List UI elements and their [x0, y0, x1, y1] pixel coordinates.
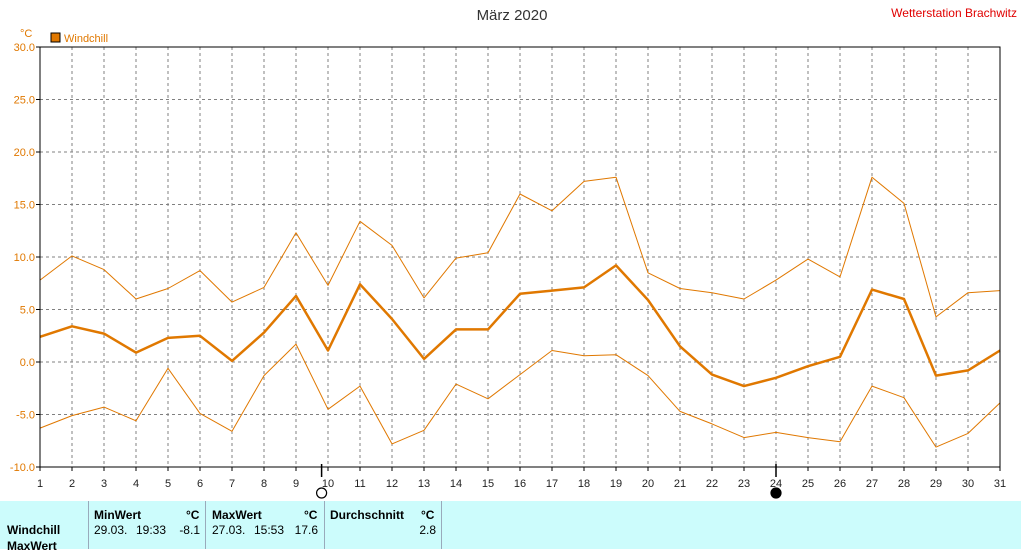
stats-separator	[205, 501, 206, 549]
x-tick-label: 12	[386, 478, 398, 490]
y-tick-label: 0.0	[20, 357, 35, 369]
x-tick-label: 15	[482, 478, 494, 490]
x-tick-label: 25	[802, 478, 814, 490]
station-name: Wetterstation Brachwitz	[891, 6, 1017, 20]
stats-panel: MinWert °C MaxWert °C Durchschnitt °C Wi…	[0, 501, 1021, 553]
x-axis: 1 2 3 4 5 6 7 8 9 10 11 12 13 14 15 16 17 18 19 20 21 22 23 24 2…	[37, 467, 1006, 490]
x-tick-label: 26	[834, 478, 846, 490]
x-tick-label: 5	[165, 478, 171, 490]
x-tick-label: 30	[962, 478, 974, 490]
x-tick-label: 24	[770, 478, 782, 490]
x-tick-label: 31	[994, 478, 1006, 490]
x-tick-label: 13	[418, 478, 430, 490]
x-tick-label: 3	[101, 478, 107, 490]
x-tick-label: 10	[322, 478, 334, 490]
y-axis-unit: °C	[20, 28, 32, 40]
avg-header: Durchschnitt	[330, 508, 405, 522]
min-time: 19:33	[136, 523, 167, 537]
x-tick-label: 18	[578, 478, 590, 490]
min-value: -8.1	[179, 523, 200, 537]
y-axis: -10.0 -5.0 0.0 5.0 10.0 15.0 20.0 25.0 30.0	[10, 42, 40, 474]
stats-separator	[441, 501, 442, 549]
avg-unit: °C	[421, 508, 435, 522]
max-header: MaxWert	[212, 508, 262, 522]
x-tick-label: 19	[610, 478, 622, 490]
x-tick-label: 28	[898, 478, 910, 490]
legend-swatch	[50, 32, 61, 43]
min-date: 29.03.	[94, 523, 128, 537]
avg-value: 2.8	[419, 523, 436, 537]
plot-frame	[39, 46, 1001, 468]
series-line-max	[39, 176, 1001, 318]
x-tick-label: 11	[354, 478, 365, 490]
series-line-min	[39, 343, 1001, 448]
windchill-chart: März 2020 Wetterstation Brachwitz °C Win…	[10, 6, 1017, 499]
max-time: 15:53	[254, 523, 285, 537]
moon-phases	[316, 464, 782, 499]
max-date: 27.03.	[212, 523, 246, 537]
x-tick-label: 22	[706, 478, 718, 490]
x-tick-label: 17	[546, 478, 558, 490]
x-tick-label: 6	[197, 478, 203, 490]
x-tick-label: 7	[229, 478, 235, 490]
y-tick-label: 25.0	[14, 95, 35, 107]
stats-separator	[324, 501, 325, 549]
series-line-mean	[39, 264, 1001, 388]
x-tick-label: 29	[930, 478, 942, 490]
x-tick-label: 14	[450, 478, 462, 490]
x-tick-label: 2	[69, 478, 75, 490]
y-tick-label: 15.0	[14, 200, 35, 212]
new-moon-icon	[770, 487, 782, 499]
full-moon-icon	[316, 487, 328, 499]
max-value: 17.6	[294, 523, 318, 537]
x-tick-label: 20	[642, 478, 654, 490]
x-tick-label: 23	[738, 478, 750, 490]
x-tick-label: 21	[674, 478, 686, 490]
series-lines	[39, 176, 1001, 448]
y-tick-label: -5.0	[16, 410, 35, 422]
row-label-windchill: Windchill	[7, 523, 61, 537]
x-tick-label: 16	[514, 478, 526, 490]
min-unit: °C	[186, 508, 200, 522]
row-label-next: MaxWert	[7, 539, 57, 553]
y-tick-label: -10.0	[10, 462, 35, 474]
x-tick-label: 27	[866, 478, 878, 490]
stats-separator	[88, 501, 89, 549]
legend-label: Windchill	[64, 33, 108, 45]
y-tick-label: 5.0	[20, 305, 35, 317]
y-tick-label: 10.0	[14, 252, 35, 264]
y-tick-label: 20.0	[14, 147, 35, 159]
x-tick-label: 8	[261, 478, 267, 490]
x-tick-label: 1	[37, 478, 43, 490]
chart-title: März 2020	[477, 7, 548, 24]
y-tick-label: 30.0	[14, 42, 35, 54]
min-header: MinWert	[94, 508, 142, 522]
x-tick-label: 4	[133, 478, 139, 490]
max-unit: °C	[304, 508, 318, 522]
grid	[40, 47, 1000, 467]
x-tick-label: 9	[293, 478, 299, 490]
